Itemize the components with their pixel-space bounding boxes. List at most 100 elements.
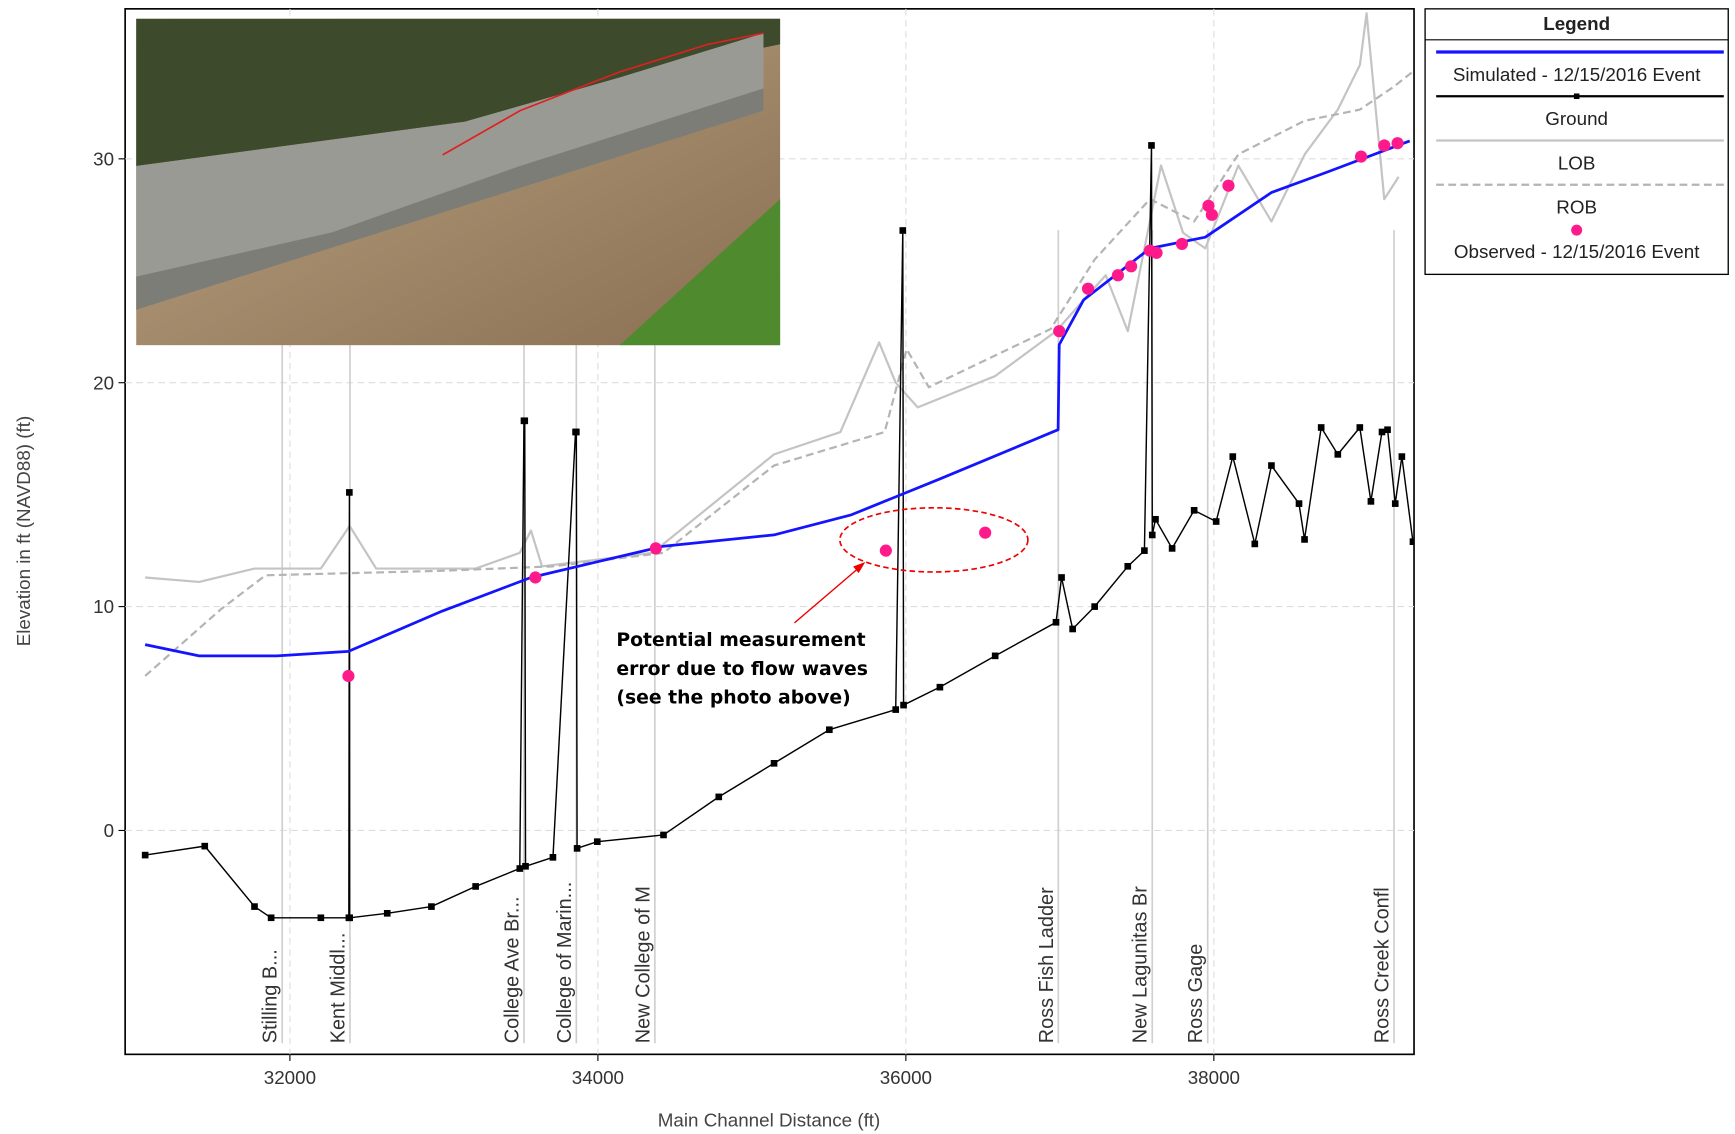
marker	[992, 653, 999, 660]
observed-point	[342, 670, 354, 682]
marker	[594, 838, 601, 845]
station-label: Stilling B...	[260, 949, 282, 1043]
x-tick-label: 34000	[572, 1067, 624, 1088]
marker	[1318, 424, 1325, 431]
marker	[892, 706, 899, 713]
marker	[142, 852, 149, 859]
marker	[201, 843, 208, 850]
station-label: New Lagunitas Br	[1130, 886, 1152, 1043]
annotation: Potential measurement error due to flow w…	[616, 630, 868, 709]
observed-point	[1112, 269, 1124, 281]
marker	[826, 726, 833, 733]
legend-label: Observed - 12/15/2016 Event	[1454, 241, 1700, 262]
marker	[1141, 547, 1148, 554]
x-axis-label: Main Channel Distance (ft)	[658, 1109, 881, 1130]
annotation-text: (see the photo above)	[616, 688, 850, 709]
station-label: Ross Gage	[1185, 944, 1207, 1044]
marker	[574, 845, 581, 852]
marker	[346, 489, 353, 496]
x-tick-label: 38000	[1188, 1067, 1240, 1088]
y-tick-label: 0	[104, 820, 114, 841]
marker	[573, 429, 580, 436]
x-tick-label: 36000	[880, 1067, 932, 1088]
marker	[900, 702, 907, 709]
marker	[1357, 424, 1364, 431]
marker	[1191, 507, 1198, 514]
marker	[521, 417, 528, 424]
marker	[472, 883, 479, 890]
marker	[1392, 500, 1399, 507]
observed-point	[880, 545, 892, 557]
station-label: College Ave Br...	[501, 896, 523, 1043]
marker	[346, 914, 353, 921]
observed-point	[1176, 238, 1188, 250]
marker	[1058, 574, 1065, 581]
marker	[1124, 563, 1131, 570]
marker	[1334, 451, 1341, 458]
legend-marker	[1574, 93, 1580, 99]
marker	[1410, 538, 1417, 545]
observed-point	[529, 571, 541, 583]
marker	[1368, 498, 1375, 505]
marker	[251, 903, 258, 910]
observed-point	[650, 542, 662, 554]
marker	[660, 832, 667, 839]
marker	[1152, 516, 1159, 523]
marker	[1296, 500, 1303, 507]
station-label: Ross Creek Confl	[1371, 887, 1393, 1043]
legend-symbol	[1571, 225, 1582, 236]
marker	[550, 854, 557, 861]
marker	[1148, 142, 1155, 149]
y-tick-label: 30	[93, 148, 114, 169]
observed-point	[1378, 139, 1390, 151]
observed-point	[1053, 325, 1065, 337]
chart: 32000 34000 36000 38000 0 10 20 30 Stilling B..…	[0, 0, 1735, 1134]
marker	[428, 903, 435, 910]
marker	[937, 684, 944, 691]
marker	[1251, 541, 1258, 548]
marker	[384, 910, 391, 917]
annotation-text: Potential measurement	[616, 630, 865, 651]
observed-point	[1355, 151, 1367, 163]
annotation-text: error due to flow waves	[616, 659, 868, 680]
station-label: Ross Fish Ladder	[1036, 887, 1058, 1043]
x-tick-label: 32000	[264, 1067, 316, 1088]
marker	[1069, 626, 1076, 633]
marker	[1053, 619, 1060, 626]
observed-point	[1125, 260, 1137, 272]
page: {"chart_data": { "type": "profile", "xla…	[0, 0, 1735, 1134]
observed-point	[1206, 209, 1218, 221]
station-label: Kent Middl...	[327, 933, 349, 1044]
legend-label: Simulated - 12/15/2016 Event	[1453, 64, 1701, 85]
marker	[899, 227, 906, 234]
marker	[1091, 603, 1098, 610]
marker	[1301, 536, 1308, 543]
observed-point	[979, 527, 991, 539]
marker	[1149, 532, 1156, 539]
legend-label: ROB	[1556, 197, 1597, 218]
marker	[715, 794, 722, 801]
y-tick-label: 10	[93, 596, 114, 617]
marker	[318, 914, 325, 921]
y-tick-label: 20	[93, 372, 114, 393]
legend-title: Legend	[1543, 13, 1610, 34]
station-label: College of Marin...	[554, 882, 576, 1044]
marker	[522, 863, 529, 870]
y-axis-label: Elevation in ft (NAVD88) (ft)	[13, 416, 34, 647]
marker	[1213, 518, 1220, 525]
legend: Legend Simulated - 12/15/2016 Event Ground…	[1425, 9, 1728, 275]
marker	[771, 760, 778, 767]
marker	[516, 865, 523, 872]
legend-label: LOB	[1558, 152, 1596, 173]
observed-point	[1222, 180, 1234, 192]
marker	[1268, 462, 1275, 469]
observed-point	[1082, 283, 1094, 295]
marker	[1399, 453, 1406, 460]
observed-point	[1150, 247, 1162, 259]
legend-label: Ground	[1545, 108, 1608, 129]
marker	[1229, 453, 1236, 460]
photo	[136, 19, 780, 345]
observed-point	[1391, 137, 1403, 149]
marker	[1384, 426, 1391, 433]
marker	[1169, 545, 1176, 552]
